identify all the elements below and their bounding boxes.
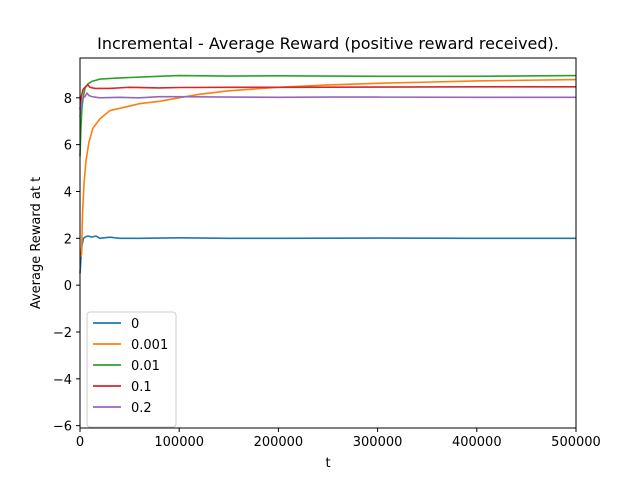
- series-line-2: [79, 74, 577, 157]
- series-line-0: [79, 235, 576, 274]
- y-tick-label: −2: [53, 326, 72, 341]
- chart-title: Incremental - Average Reward (positive r…: [97, 34, 559, 53]
- y-tick-label: 0: [64, 279, 72, 294]
- y-axis-label: Average Reward at t: [29, 177, 44, 309]
- y-tick-label: 8: [64, 92, 72, 107]
- x-tick-label: 200000: [254, 435, 304, 450]
- y-tick-label: 6: [64, 139, 72, 154]
- series-line-3: [79, 84, 576, 110]
- y-tick-label: 4: [64, 185, 72, 200]
- legend-frame: [86, 311, 177, 428]
- legend-label: 0.01: [131, 359, 160, 374]
- x-tick-label: 500000: [551, 435, 601, 450]
- legend-label: 0.1: [131, 380, 152, 395]
- legend-label: 0.2: [131, 401, 152, 416]
- series-line-4: [79, 92, 576, 117]
- x-tick-label: 300000: [353, 435, 403, 450]
- legend: 0 0.001 0.01 0.1 0.2: [86, 311, 177, 428]
- y-axis-ticks: −6 −4 −2 0 2 4 6 8: [53, 92, 80, 435]
- x-axis-label: t: [325, 456, 330, 471]
- legend-label: 0: [131, 317, 139, 332]
- x-tick-label: 0: [76, 435, 84, 450]
- plot-frame: [79, 57, 577, 429]
- y-tick-label: −4: [53, 373, 72, 388]
- series-lines: [79, 74, 577, 274]
- series-line-1: [79, 78, 577, 258]
- x-tick-label: 400000: [452, 435, 502, 450]
- x-tick-label: 100000: [154, 435, 204, 450]
- y-tick-label: 2: [64, 232, 72, 247]
- y-tick-label: −6: [53, 420, 72, 435]
- legend-label: 0.001: [131, 338, 168, 353]
- x-axis-ticks: 0 100000 200000 300000 400000 500000: [76, 428, 601, 450]
